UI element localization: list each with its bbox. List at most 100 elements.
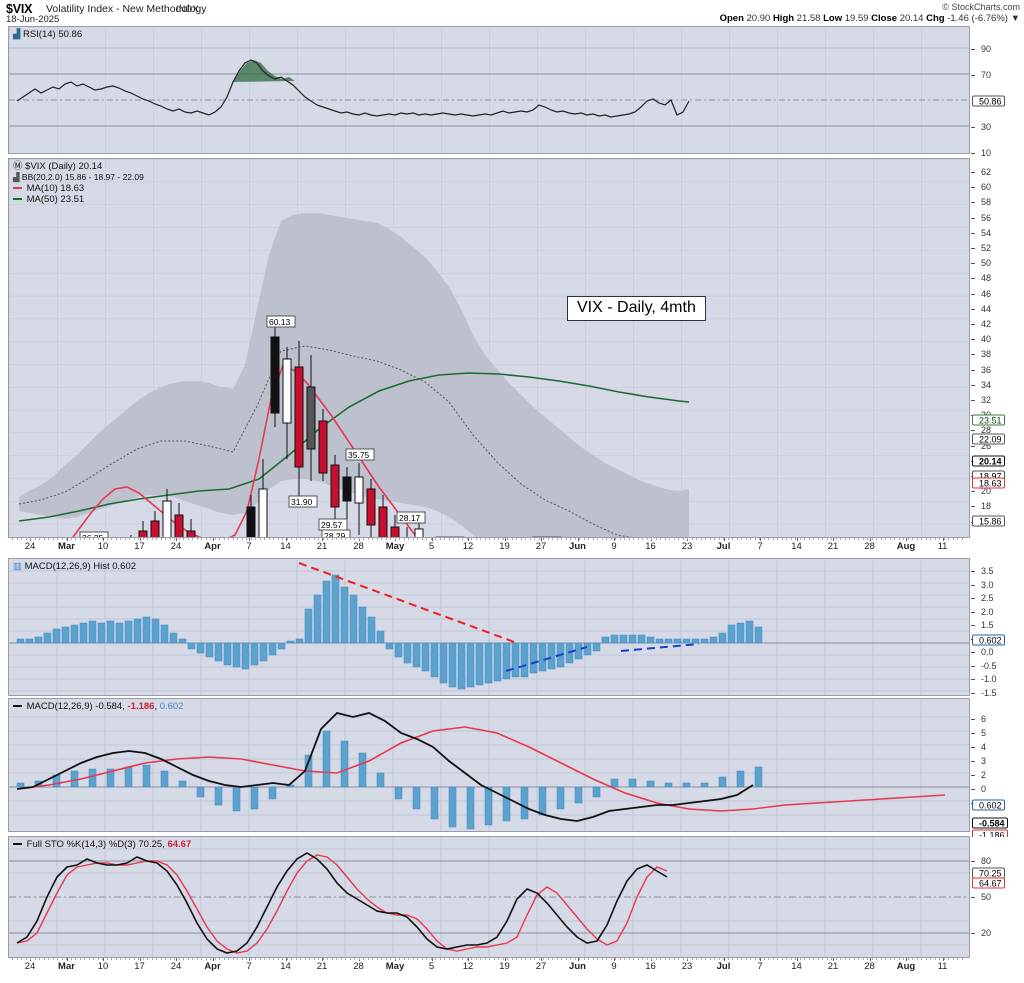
- x-minor-tick: [867, 538, 868, 540]
- x-minor-tick: [403, 538, 405, 540]
- high-label: High: [772, 13, 795, 24]
- x-minor-tick: [750, 538, 751, 540]
- x-minor-tick: [174, 958, 175, 960]
- price-legend-2: ▟ BB(20,2.0) 15.86 - 18.97 - 22.09: [13, 172, 144, 183]
- x-axis-label: 28: [353, 541, 364, 552]
- x-minor-tick: [133, 958, 135, 960]
- x-minor-tick: [538, 958, 540, 960]
- x-minor-tick: [84, 958, 85, 960]
- chart-date: 18-Jun-2025: [6, 14, 60, 25]
- x-minor-tick: [138, 538, 139, 540]
- x-minor-tick: [376, 538, 378, 540]
- x-minor-tick: [174, 538, 175, 540]
- x-minor-tick: [543, 958, 544, 960]
- x-minor-tick: [408, 958, 409, 960]
- rsi-panel: ▟ RSI(14) 50.86 90 70: [8, 26, 1024, 158]
- x-tickmark: [796, 538, 798, 541]
- x-minor-tick: [925, 958, 927, 960]
- x-minor-tick: [219, 538, 220, 540]
- x-minor-tick: [453, 538, 454, 540]
- x-axis-label: 9: [611, 541, 617, 552]
- x-minor-tick: [849, 958, 850, 960]
- x-minor-tick: [714, 538, 715, 540]
- chart-title-annotation: VIX - Daily, 4mth: [567, 296, 706, 321]
- x-minor-tick: [682, 538, 684, 540]
- x-minor-tick: [921, 958, 922, 960]
- x-minor-tick: [547, 958, 549, 960]
- x-axis-label: 11: [937, 961, 948, 972]
- price-tickmark: [971, 248, 975, 249]
- x-minor-tick: [255, 958, 256, 960]
- rsi-ytick: 10: [981, 148, 992, 158]
- macd-line-legend: MACD(12,26,9) -0.584, -1.186, 0.602: [13, 701, 184, 712]
- x-minor-tick: [241, 958, 243, 960]
- macd-hist-plot: [9, 559, 969, 695]
- x-minor-tick: [790, 958, 792, 960]
- x-minor-tick: [52, 958, 54, 960]
- price-ytick: 36: [981, 364, 992, 375]
- x-minor-tick: [696, 538, 697, 540]
- chg-value: -1.46 (-6.76%): [947, 13, 1008, 24]
- x-minor-tick: [606, 538, 607, 540]
- x-axis-label: 17: [134, 961, 145, 972]
- x-minor-tick: [34, 958, 36, 960]
- x-tickmark: [760, 538, 761, 541]
- x-minor-tick: [151, 958, 153, 960]
- x-minor-tick: [165, 958, 166, 960]
- x-minor-tick: [583, 958, 585, 960]
- macd-hist-tickmark: [971, 665, 975, 667]
- x-minor-tick: [763, 538, 765, 540]
- x-minor-tick: [385, 538, 387, 540]
- x-minor-tick: [862, 958, 864, 960]
- price-tickmark: [971, 400, 975, 401]
- x-minor-tick: [259, 538, 261, 540]
- x-minor-tick: [889, 958, 891, 960]
- x-minor-tick: [295, 958, 297, 960]
- x-minor-tick: [210, 958, 211, 960]
- price-tickmark: [971, 354, 975, 356]
- x-tickmark: [395, 538, 396, 541]
- price-tickmark: [971, 202, 975, 204]
- rsi-legend-text: RSI(14) 50.86: [22, 29, 83, 40]
- x-tickmark: [942, 958, 944, 961]
- x-minor-tick: [120, 958, 121, 960]
- macd-line-tickmark: [971, 747, 975, 748]
- x-minor-tick: [763, 958, 765, 960]
- x-axis-label: 12: [462, 961, 474, 972]
- x-minor-tick: [714, 958, 715, 960]
- x-minor-tick: [52, 538, 54, 540]
- x-minor-tick: [939, 538, 940, 540]
- price-legend-1: Ⓜ $VIX (Daily) 20.14: [13, 161, 102, 172]
- x-axis-label: 10: [97, 961, 109, 972]
- x-minor-tick: [93, 958, 94, 960]
- x-minor-tick: [201, 958, 202, 960]
- macd-hist-tickmark: [971, 652, 975, 653]
- macd-hist-ytick: 3.5: [981, 566, 994, 576]
- x-minor-tick: [484, 538, 486, 540]
- x-minor-tick: [673, 958, 675, 960]
- price-svg: 15.05 17.67 21.48 21.37 26.35 22.57 20.3…: [9, 159, 969, 537]
- x-minor-tick: [619, 958, 621, 960]
- x-minor-tick: [142, 538, 144, 540]
- x-minor-tick: [844, 958, 846, 960]
- bb-upper-callout: 22.09: [972, 433, 1005, 445]
- x-axis-label: Mar: [58, 541, 75, 552]
- macd-hist-ytick: 2.5: [981, 593, 994, 603]
- x-minor-tick: [75, 958, 76, 960]
- x-minor-tick: [187, 538, 189, 540]
- x-minor-tick: [183, 538, 184, 540]
- x-minor-tick: [826, 538, 828, 540]
- x-minor-tick: [376, 958, 378, 960]
- x-minor-tick: [232, 958, 234, 960]
- x-axis-label: 24: [170, 541, 182, 552]
- x-minor-tick: [196, 538, 198, 540]
- x-minor-tick: [241, 538, 243, 540]
- x-minor-tick: [66, 538, 67, 540]
- price-ytick: 46: [981, 288, 992, 299]
- x-minor-tick: [390, 538, 391, 540]
- line-icon: [13, 198, 22, 201]
- x-minor-tick: [615, 958, 616, 960]
- x-minor-tick: [439, 958, 441, 960]
- x-axis-label: 14: [791, 961, 802, 972]
- sto-d-value: 64.67: [167, 839, 192, 850]
